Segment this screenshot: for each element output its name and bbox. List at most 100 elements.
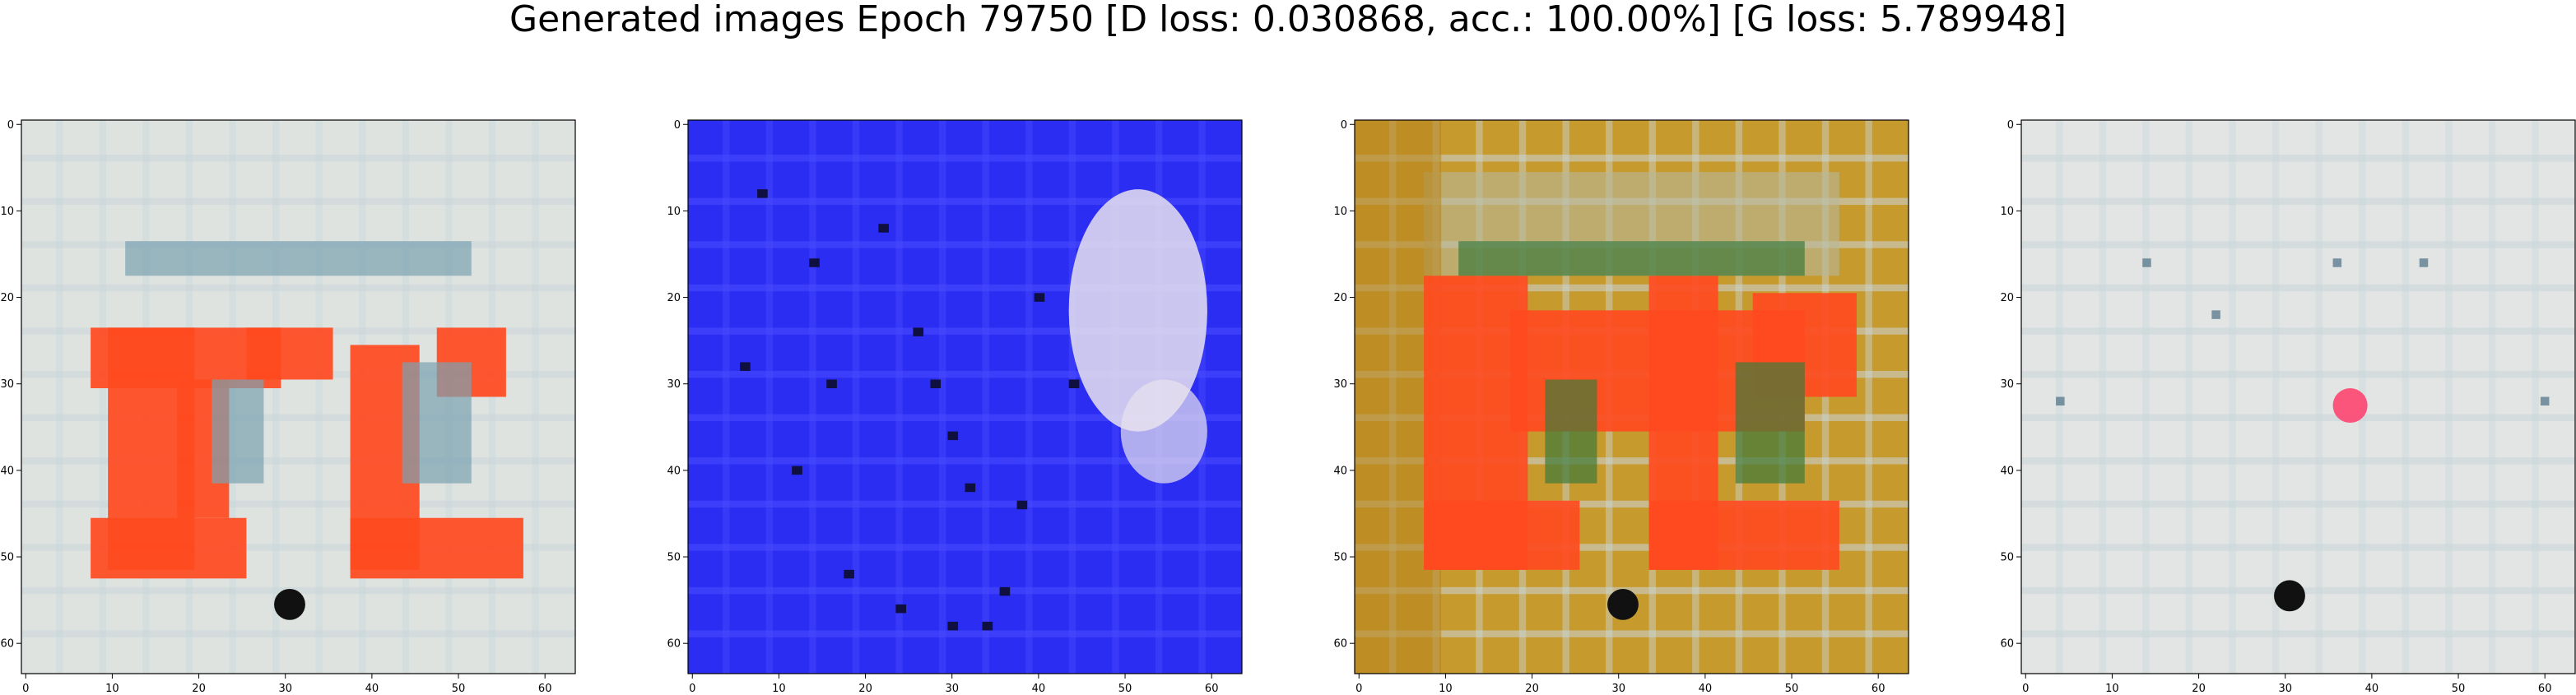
x-tick-label: 0	[2022, 683, 2029, 695]
generated-shape	[1545, 379, 1597, 484]
texture-row	[688, 500, 1242, 508]
dark-pixel	[2142, 258, 2151, 267]
x-tick-label: 50	[452, 683, 466, 695]
dark-pixel	[965, 483, 976, 493]
texture-row	[21, 500, 575, 508]
y-tick-label: 40	[1333, 465, 1347, 477]
texture-row	[2021, 544, 2575, 551]
dark-pixel	[740, 362, 751, 371]
generated-shape	[125, 241, 472, 276]
texture-column	[1068, 120, 1076, 674]
generated-image	[688, 120, 1242, 674]
y-tick-label: 30	[667, 378, 681, 391]
y-tick-label: 40	[2000, 465, 2014, 477]
generated-shape	[212, 379, 264, 484]
x-tick-label: 30	[1611, 683, 1625, 695]
x-tick-label: 60	[538, 683, 552, 695]
image-panel-3: 0 10 20 30 40 50 60 0 10 20 30 40 50 60	[1333, 119, 1909, 695]
texture-column	[272, 120, 280, 674]
bright-region	[1068, 189, 1207, 432]
texture-column	[765, 120, 774, 674]
texture-row	[1355, 155, 1909, 162]
y-tick-label: 0	[1341, 119, 1347, 132]
texture-column	[1865, 120, 1872, 674]
image-panel-2: 0 10 20 30 40 50 60 0 10 20 30 40 50 60	[667, 119, 1243, 695]
dark-pixel	[2056, 396, 2065, 406]
texture-row	[2021, 197, 2575, 206]
texture-row	[21, 414, 575, 421]
texture-row	[688, 457, 1242, 465]
y-tick-label: 60	[0, 638, 14, 651]
dark-pixel	[1034, 293, 1045, 302]
generated-shape	[1735, 362, 1805, 484]
texture-row	[2021, 630, 2575, 637]
texture-row	[21, 155, 575, 162]
pink-spot	[2332, 387, 2368, 424]
texture-row	[688, 586, 1242, 595]
dark-pixel	[947, 621, 959, 631]
x-tick-label: 30	[945, 683, 959, 695]
y-tick-label: 40	[0, 465, 14, 477]
texture-column	[532, 120, 539, 674]
texture-row	[688, 284, 1242, 292]
texture-column	[315, 120, 323, 674]
x-tick-label: 50	[2452, 683, 2466, 695]
generated-image	[1355, 120, 1909, 674]
texture-row	[21, 457, 575, 465]
dark-pixel	[2211, 310, 2220, 319]
y-tick-label: 50	[667, 552, 681, 564]
texture-column	[2142, 120, 2150, 674]
x-tick-label: 30	[278, 683, 292, 695]
dark-pixel	[895, 604, 906, 614]
texture-column	[2488, 120, 2496, 674]
x-tick-label: 60	[1205, 683, 1219, 695]
texture-column	[723, 120, 730, 674]
y-tick-label: 10	[1333, 206, 1347, 218]
dark-pixel	[947, 431, 959, 441]
texture-row	[21, 630, 575, 637]
axes-frame	[1354, 119, 1909, 674]
dark-pixel	[1068, 379, 1080, 388]
texture-row	[1355, 500, 1909, 508]
texture-column	[2271, 120, 2280, 674]
texture-column	[2315, 120, 2323, 674]
generated-shape	[1424, 500, 1580, 570]
y-tick-label: 20	[1333, 292, 1347, 304]
texture-row	[688, 414, 1242, 421]
y-tick-label: 50	[1333, 552, 1347, 564]
texture-column	[938, 120, 946, 674]
y-tick-label: 0	[674, 119, 681, 132]
x-tick-label: 30	[2278, 683, 2292, 695]
texture-row	[1355, 544, 1909, 551]
y-tick-label: 30	[1333, 378, 1347, 391]
texture-row	[688, 241, 1242, 248]
y-tick-label: 40	[667, 465, 681, 477]
x-tick-label: 40	[2365, 683, 2379, 695]
y-tick-label: 20	[667, 292, 681, 304]
dark-pixel	[2540, 396, 2550, 406]
texture-column	[99, 120, 107, 674]
texture-row	[21, 544, 575, 551]
x-tick-label: 20	[192, 683, 206, 695]
image-panel-4: 0 10 20 30 40 50 60 0 10 20 30 40 50 60	[2000, 119, 2576, 695]
x-tick-label: 10	[105, 683, 119, 695]
texture-column	[2229, 120, 2236, 674]
x-tick-label: 50	[1785, 683, 1799, 695]
texture-column	[2185, 120, 2193, 674]
texture-column	[2402, 120, 2410, 674]
texture-row	[1355, 586, 1909, 595]
texture-row	[1355, 284, 1909, 292]
dark-pixel	[1016, 500, 1028, 510]
texture-row	[688, 327, 1242, 335]
y-tick-label: 10	[667, 206, 681, 218]
texture-column	[895, 120, 903, 674]
texture-column	[2445, 120, 2453, 674]
generated-shape	[402, 362, 472, 484]
y-tick-label: 0	[7, 119, 14, 132]
figure-title: Generated images Epoch 79750 [D loss: 0.…	[509, 0, 2067, 40]
dark-spot	[2274, 580, 2305, 612]
dark-pixel	[2332, 258, 2342, 267]
dark-pixel	[878, 224, 889, 233]
texture-row	[688, 544, 1242, 551]
